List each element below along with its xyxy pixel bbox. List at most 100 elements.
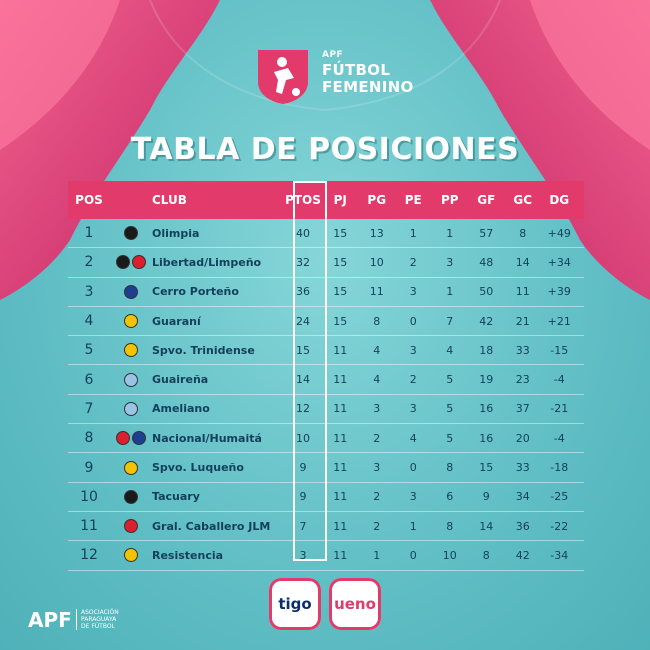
cell-pj: 11	[333, 373, 348, 387]
cell-gc: 33	[515, 343, 530, 357]
cell-dg: +49	[547, 226, 571, 240]
cell-dg: +39	[547, 285, 571, 299]
cell-pos: 2	[84, 254, 94, 271]
cell-club: Libertad/Limpeño	[152, 255, 262, 269]
cell-dg: +21	[547, 314, 571, 328]
cell-pe: 1	[409, 226, 417, 240]
club-crest-group	[124, 460, 138, 475]
cell-pe: 0	[409, 548, 417, 562]
standings-table: POS CLUB PTOS PJ PG PE PP GF GC DG 1 Olim…	[68, 181, 584, 571]
cell-pe: 1	[409, 519, 417, 533]
header-pj: PJ	[333, 193, 347, 207]
logo-futbol-text: FÚTBOL	[322, 61, 391, 79]
cell-gc: 36	[515, 519, 530, 533]
cell-ptos: 32	[296, 255, 310, 269]
cell-gf: 48	[479, 255, 494, 269]
cell-gc: 14	[515, 255, 530, 269]
cell-pe: 3	[409, 343, 417, 357]
cell-gf: 19	[479, 373, 494, 387]
table-row: 12 Resistencia 3 11 1 0 10 8 42 -34	[68, 541, 584, 571]
cell-club: Ameliano	[152, 402, 210, 416]
cell-club: Resistencia	[152, 548, 224, 562]
footer-apf-sub3: DE FÚTBOL	[81, 623, 115, 630]
cell-pos: 3	[84, 283, 94, 300]
table-row: 11 Gral. Caballero JLM 7 11 2 1 8 14 36 -22	[68, 512, 584, 542]
sponsor-tigo-logo: tigo	[269, 578, 321, 630]
cell-pos: 5	[84, 342, 94, 359]
club-crest-icon	[110, 255, 152, 270]
cell-pg: 4	[373, 373, 381, 387]
cell-pj: 11	[333, 490, 348, 504]
header-dg: DG	[549, 193, 570, 207]
crest-icon	[124, 460, 138, 475]
cell-ptos: 7	[299, 519, 307, 533]
cell-pg: 2	[373, 519, 381, 533]
club-crest-group	[124, 519, 138, 534]
cell-pj: 11	[333, 548, 348, 562]
crest-icon	[124, 314, 138, 329]
club-crest-icon	[110, 401, 152, 416]
cell-pg: 3	[373, 461, 381, 475]
club-crest-icon	[110, 431, 152, 446]
cell-pg: 2	[373, 490, 381, 504]
table-row: 10 Tacuary 9 11 2 3 6 9 34 -25	[68, 483, 584, 512]
crest-icon	[132, 431, 146, 446]
cell-pg: 13	[369, 226, 384, 240]
cell-pg: 1	[373, 548, 381, 562]
cell-gc: 33	[515, 461, 530, 475]
header-ptos: PTOS	[285, 193, 321, 207]
cell-pj: 15	[333, 314, 348, 328]
sponsor-ueno-logo: ueno	[329, 578, 381, 630]
footer-apf-sub1: ASOCIACIÓN	[81, 609, 119, 616]
header-pg: PG	[367, 193, 387, 207]
cell-ptos: 24	[296, 314, 310, 328]
cell-pp: 1	[446, 226, 454, 240]
cell-pg: 8	[373, 314, 381, 328]
crest-icon	[124, 489, 138, 504]
cell-gf: 16	[479, 431, 494, 445]
logo-apf-text: APF	[322, 50, 344, 60]
crest-icon	[124, 519, 138, 534]
footer-apf-subtitle: ASOCIACIÓN PARAGUAYA DE FÚTBOL	[76, 609, 119, 630]
club-crest-icon	[110, 460, 152, 475]
cell-gc: 21	[515, 314, 530, 328]
cell-club: Nacional/Humaitá	[152, 431, 262, 445]
club-crest-group	[124, 343, 138, 358]
cell-dg: -4	[553, 373, 565, 387]
cell-dg: -22	[550, 519, 569, 533]
crest-icon	[132, 255, 146, 270]
header-pp: PP	[440, 193, 459, 207]
cell-ptos: 14	[296, 373, 310, 387]
cell-pj: 11	[333, 519, 348, 533]
cell-gf: 15	[479, 461, 494, 475]
cell-ptos: 15	[296, 343, 310, 357]
table-row: 5 Spvo. Trinidense 15 11 4 3 4 18 33 -15	[68, 336, 584, 366]
cell-gf: 18	[479, 343, 494, 357]
table-row: 7 Ameliano 12 11 3 3 5 16 37 -21	[68, 395, 584, 425]
crest-icon	[124, 548, 138, 563]
logo-badge-icon	[258, 50, 308, 104]
cell-pe: 3	[409, 490, 417, 504]
cell-dg: -15	[550, 343, 569, 357]
cell-pos: 10	[80, 488, 98, 505]
cell-pj: 11	[333, 461, 348, 475]
apf-futbol-femenino-logo: APF FÚTBOL FEMENINO	[252, 44, 413, 108]
cell-gf: 50	[479, 285, 494, 299]
cell-pj: 15	[333, 285, 348, 299]
header-club: CLUB	[152, 193, 187, 207]
club-crest-group	[116, 255, 146, 270]
footer-apf-sub2: PARAGUAYA	[81, 616, 117, 623]
cell-pp: 8	[446, 519, 454, 533]
cell-ptos: 9	[299, 461, 307, 475]
cell-ptos: 9	[299, 490, 307, 504]
cell-pe: 4	[409, 431, 417, 445]
cell-ptos: 40	[296, 226, 310, 240]
cell-gf: 16	[479, 402, 494, 416]
cell-gc: 37	[515, 402, 530, 416]
cell-pg: 10	[369, 255, 384, 269]
crest-icon	[124, 343, 138, 358]
header-gf: GF	[477, 193, 496, 207]
cell-pj: 11	[333, 431, 348, 445]
footer-apf-logo: APF	[28, 608, 72, 632]
